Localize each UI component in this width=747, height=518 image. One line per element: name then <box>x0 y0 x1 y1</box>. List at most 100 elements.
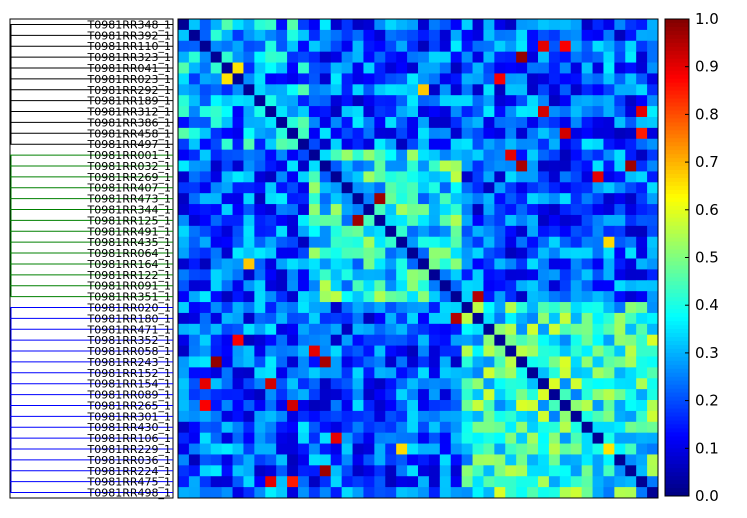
heatmap-cell <box>254 149 266 161</box>
heatmap-cell <box>243 138 255 151</box>
heatmap-cell <box>396 225 408 238</box>
heatmap-cell <box>439 127 452 140</box>
heatmap-cell <box>538 171 550 183</box>
heatmap-cell <box>374 312 386 325</box>
heatmap-cell <box>647 138 659 151</box>
heatmap-cell <box>428 247 441 259</box>
heatmap-cell <box>363 291 375 303</box>
heatmap-cell <box>374 465 386 477</box>
heatmap-cell <box>221 127 233 140</box>
heatmap-cell <box>581 40 593 53</box>
heatmap-cell <box>352 160 364 172</box>
heatmap-cell <box>363 421 375 434</box>
colorbar-segment <box>665 19 689 24</box>
heatmap-cell <box>243 171 255 183</box>
heatmap-cell <box>538 182 550 194</box>
heatmap-cell <box>418 138 430 151</box>
heatmap-cell <box>625 204 637 216</box>
heatmap-cell <box>527 291 539 303</box>
heatmap-cell <box>494 410 506 423</box>
heatmap-cell <box>548 95 561 107</box>
heatmap-cell <box>647 269 659 281</box>
heatmap-cell <box>461 19 473 31</box>
heatmap-cell <box>254 367 266 379</box>
heatmap-cell <box>581 291 593 303</box>
colorbar-segment <box>665 82 689 88</box>
heatmap-cell <box>265 73 277 85</box>
heatmap-cell <box>559 193 572 205</box>
heatmap-cell <box>538 19 550 31</box>
heatmap-cell <box>581 149 593 161</box>
heatmap-cell <box>418 476 430 488</box>
heatmap-cell <box>559 106 572 118</box>
heatmap-cell <box>592 400 604 412</box>
heatmap-cell <box>461 410 473 423</box>
row-label: T0981RR229_1 <box>87 443 172 456</box>
heatmap-cell <box>352 182 364 194</box>
heatmap-cell <box>319 443 332 455</box>
heatmap-cell <box>647 29 659 42</box>
heatmap-cell <box>396 280 408 292</box>
heatmap-cell <box>374 204 386 216</box>
heatmap-cell <box>265 400 277 412</box>
heatmap-cell <box>625 138 637 151</box>
heatmap-cell <box>472 62 484 74</box>
heatmap-cell <box>439 443 452 455</box>
heatmap-cell <box>450 487 463 499</box>
heatmap-cell <box>396 51 408 63</box>
heatmap-cell <box>472 410 484 423</box>
heatmap-cell <box>396 247 408 259</box>
heatmap-cell <box>494 160 506 172</box>
heatmap-cell <box>494 291 506 303</box>
heatmap-cell <box>276 487 288 499</box>
heatmap-cell <box>592 182 604 194</box>
heatmap-cell <box>494 193 506 205</box>
heatmap-cell <box>188 334 201 346</box>
heatmap-cell <box>548 51 561 63</box>
heatmap-cell <box>210 193 223 205</box>
heatmap-cell <box>559 149 572 161</box>
heatmap-cell <box>243 247 255 259</box>
heatmap-cell <box>581 116 593 129</box>
heatmap-cell <box>461 345 473 357</box>
heatmap-cell <box>439 334 452 346</box>
heatmap-cell <box>407 149 419 161</box>
heatmap-cell <box>614 334 626 346</box>
heatmap-cell <box>527 334 539 346</box>
heatmap-cell <box>505 127 517 140</box>
heatmap-cell <box>592 258 604 270</box>
heatmap-cell <box>483 258 495 270</box>
colorbar-segment <box>665 297 689 302</box>
heatmap-cell <box>505 443 517 455</box>
heatmap-cell <box>581 258 593 270</box>
heatmap-cell <box>188 204 201 216</box>
heatmap-cell <box>254 302 266 314</box>
heatmap-cell <box>461 258 473 270</box>
heatmap-cell <box>210 138 223 151</box>
heatmap-cell <box>374 367 386 379</box>
heatmap-cell <box>363 454 375 466</box>
colorbar-segment <box>665 293 689 298</box>
row-label: T0981RR089_1 <box>87 389 172 402</box>
heatmap-cell <box>418 454 430 466</box>
heatmap-cell <box>603 193 615 205</box>
heatmap-cell <box>319 291 332 303</box>
row-label: T0981RR023_1 <box>87 73 172 86</box>
heatmap-cell <box>407 62 419 74</box>
heatmap-cell <box>385 334 397 346</box>
heatmap-cell <box>636 149 648 161</box>
heatmap-cell <box>243 106 255 118</box>
heatmap-cell <box>298 193 310 205</box>
heatmap-cell <box>396 454 408 466</box>
heatmap-cell <box>625 421 637 434</box>
heatmap-cell <box>494 73 506 85</box>
heatmap-cell <box>287 160 299 172</box>
heatmap-cell <box>188 19 201 31</box>
heatmap-cell <box>548 247 561 259</box>
heatmap-cell <box>505 95 517 107</box>
colorbar-segment <box>665 30 689 36</box>
heatmap-cell <box>254 291 266 303</box>
heatmap-cell <box>341 73 353 85</box>
heatmap-cell <box>254 345 266 357</box>
heatmap-cell <box>178 367 190 379</box>
